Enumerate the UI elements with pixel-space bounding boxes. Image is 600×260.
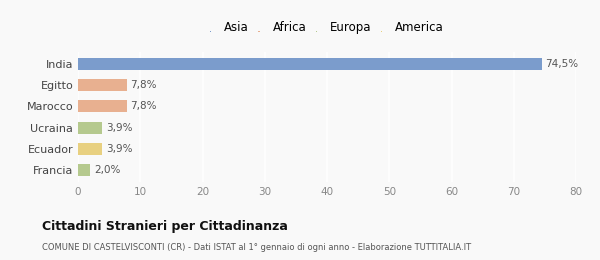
Bar — [78, 122, 102, 133]
Text: 74,5%: 74,5% — [545, 59, 578, 69]
Text: 2,0%: 2,0% — [94, 165, 121, 175]
Text: COMUNE DI CASTELVISCONTI (CR) - Dati ISTAT al 1° gennaio di ogni anno - Elaboraz: COMUNE DI CASTELVISCONTI (CR) - Dati IST… — [42, 243, 471, 252]
Text: 7,8%: 7,8% — [130, 101, 157, 111]
Text: 3,9%: 3,9% — [106, 144, 133, 154]
Bar — [78, 58, 542, 70]
Text: Cittadini Stranieri per Cittadinanza: Cittadini Stranieri per Cittadinanza — [42, 220, 288, 233]
Bar — [78, 101, 127, 112]
Legend: Asia, Africa, Europa, America: Asia, Africa, Europa, America — [208, 19, 446, 37]
Bar — [78, 79, 127, 91]
Bar — [78, 164, 91, 176]
Text: 7,8%: 7,8% — [130, 80, 157, 90]
Text: 3,9%: 3,9% — [106, 123, 133, 133]
Bar — [78, 143, 102, 155]
